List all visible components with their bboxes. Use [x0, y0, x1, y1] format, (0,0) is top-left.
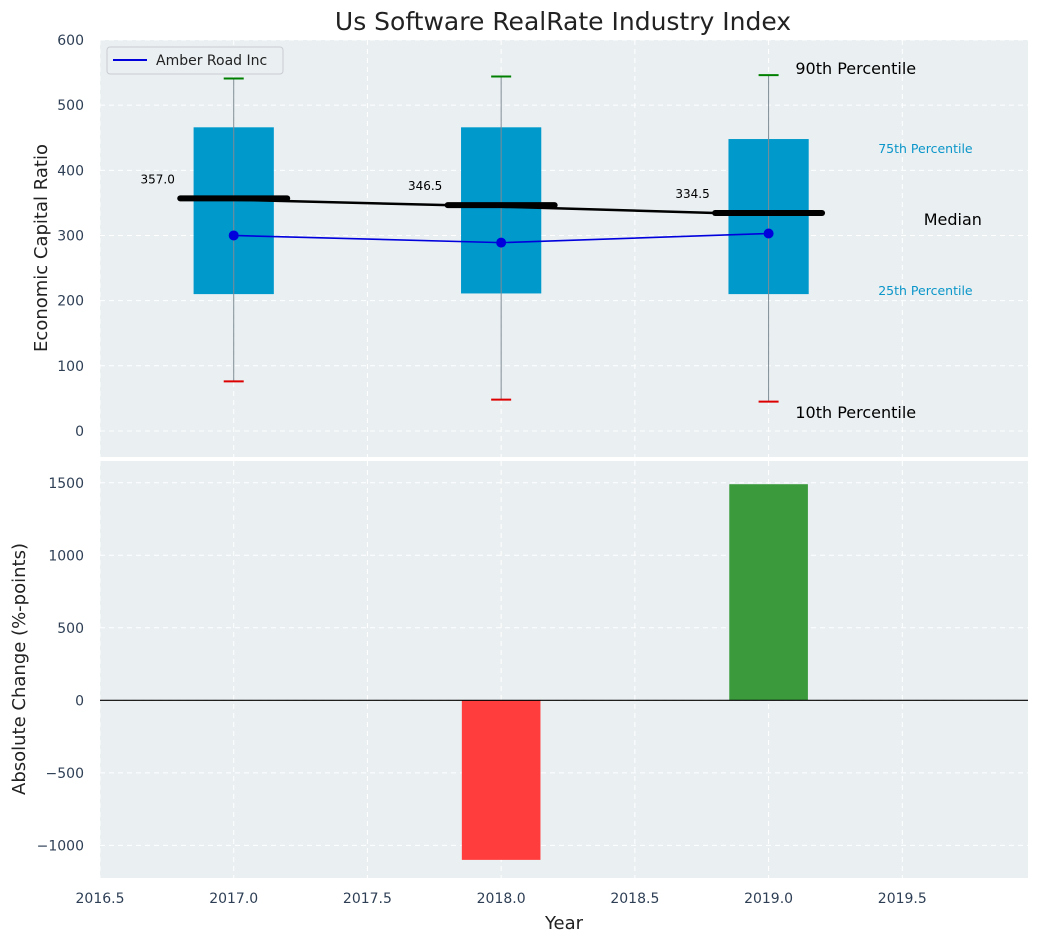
top-y-tick-label: 300 [57, 228, 84, 244]
median-value-label: 346.5 [408, 179, 442, 193]
x-tick-label: 2019.0 [744, 891, 793, 907]
x-tick-label: 2018.0 [477, 891, 526, 907]
bottom-y-tick-label: 1000 [48, 548, 84, 564]
x-tick-label: 2018.5 [610, 891, 659, 907]
top-y-axis-label: Economic Capital Ratio [31, 144, 52, 352]
median-value-label: 357.0 [141, 172, 175, 186]
x-tick-label: 2019.5 [878, 891, 927, 907]
top-y-tick-label: 200 [57, 294, 84, 310]
legend-label-amber-road: Amber Road Inc [156, 53, 267, 69]
top-y-tick-label: 100 [57, 359, 84, 375]
x-tick-labels: 2016.5 2017.0 2017.5 2018.0 2018.5 2019.0 2019… [76, 891, 927, 907]
median-trend-line [180, 197, 716, 215]
p25-annotation: 25th Percentile [878, 283, 973, 298]
p75-annotation: 75th Percentile [878, 141, 973, 156]
series-point-amber-road [228, 230, 239, 241]
top-y-tick-labels: 0 100 200 300 400 500 600 [57, 33, 84, 440]
legend-box [106, 46, 284, 75]
top-y-tick-label: 400 [57, 163, 84, 179]
x-tick-label: 2016.5 [76, 891, 125, 907]
x-axis-label: Year [544, 913, 584, 934]
change-bars [100, 484, 1028, 860]
bottom-y-axis-label: Absolute Change (%-points) [9, 543, 30, 795]
bottom-plot-area [100, 461, 1028, 878]
p90-annotation: 90th Percentile [795, 59, 916, 78]
series-point-amber-road [496, 237, 507, 248]
box-plot-layer: 357.0 346.5 334.5 [141, 74, 826, 403]
bottom-y-tick-label: −1000 [37, 838, 84, 854]
bottom-y-tick-label: −500 [46, 766, 84, 782]
x-tick-label: 2017.0 [209, 891, 258, 907]
top-y-tick-label: 600 [57, 33, 84, 49]
bottom-y-tick-label: 500 [57, 621, 84, 637]
top-y-tick-label: 0 [75, 424, 84, 440]
bottom-y-tick-label: 0 [75, 693, 84, 709]
series-point-amber-road [763, 228, 774, 239]
positive-change-bar [729, 484, 808, 701]
top-y-tick-label: 500 [57, 98, 84, 114]
x-tick-label: 2017.5 [343, 891, 392, 907]
negative-change-bar [461, 700, 541, 860]
legend: Amber Road Inc [106, 46, 284, 75]
bottom-y-tick-label: 1500 [48, 476, 84, 492]
median-annotation: Median [924, 210, 982, 229]
bottom-y-tick-labels: −1000 −500 0 500 1000 1500 [37, 476, 84, 855]
chart-title: Us Software RealRate Industry Index [335, 7, 791, 36]
percentile-annotations: 90th Percentile 75th Percentile Median 25th… [795, 59, 982, 422]
p10-annotation: 10th Percentile [795, 403, 916, 422]
median-value-label: 334.5 [675, 187, 709, 201]
